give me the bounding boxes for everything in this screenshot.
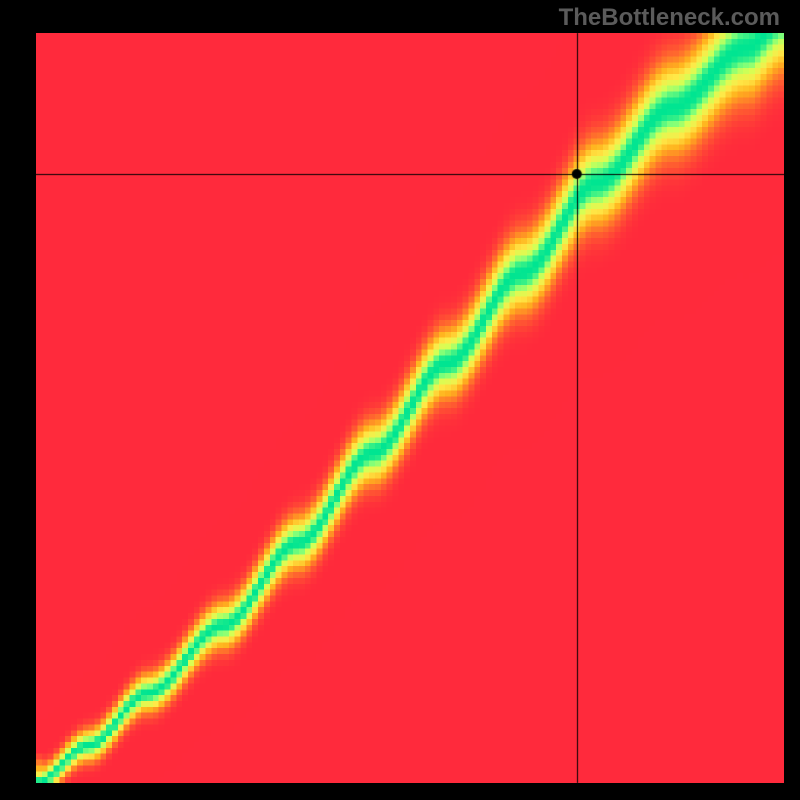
chart-container: TheBottleneck.com xyxy=(0,0,800,800)
watermark-text: TheBottleneck.com xyxy=(559,4,780,32)
crosshair-overlay xyxy=(0,0,800,800)
